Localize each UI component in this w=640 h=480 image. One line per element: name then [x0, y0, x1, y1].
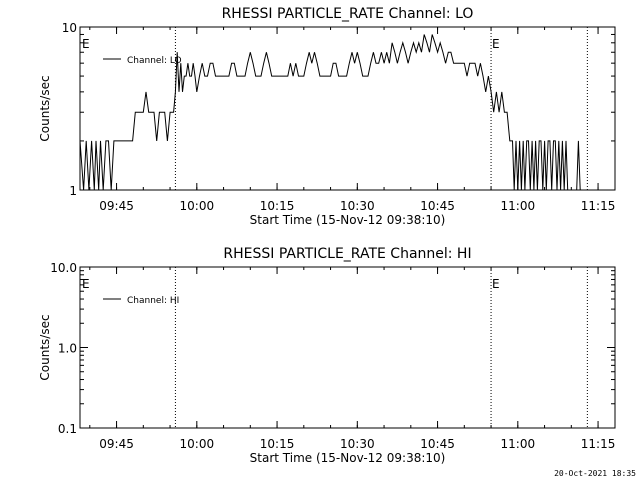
y-tick-label: 0.1: [58, 422, 77, 436]
time-marker-label: E: [492, 37, 500, 51]
x-tick-label: 10:45: [420, 199, 455, 213]
x-tick-label: 09:45: [99, 199, 134, 213]
x-tick-label: 09:45: [99, 437, 134, 451]
edge-marker-label: E: [82, 277, 90, 291]
x-tick-label: 11:15: [581, 199, 616, 213]
footer-timestamp: 20-Oct-2021 18:35: [554, 469, 636, 478]
plot-frame: [79, 266, 616, 429]
legend-entry: Channel: LO: [127, 56, 182, 66]
x-tick-label: 10:00: [180, 437, 215, 451]
series-line: [79, 34, 581, 191]
x-tick-label: 10:30: [340, 199, 375, 213]
y-axis-label: Counts/sec: [38, 314, 52, 380]
y-tick-label: 1: [69, 184, 77, 198]
x-tick-label: 10:00: [180, 199, 215, 213]
y-axis-label: Counts/sec: [38, 75, 52, 141]
legend-entry: Channel: HI: [127, 296, 179, 306]
time-marker-label: E: [492, 277, 500, 291]
plot-frame: [79, 26, 616, 191]
x-tick-label: 10:15: [260, 437, 295, 451]
x-tick-label: 10:15: [260, 199, 295, 213]
x-axis-label: Start Time (15-Nov-12 09:38:10): [250, 213, 446, 227]
x-tick-label: 10:45: [420, 437, 455, 451]
x-axis-label: Start Time (15-Nov-12 09:38:10): [250, 451, 446, 465]
x-tick-label: 11:00: [501, 199, 536, 213]
y-tick-label: 10: [62, 21, 77, 35]
y-tick-label: 1.0: [58, 342, 77, 356]
chart-title: RHESSI PARTICLE_RATE Channel: HI: [223, 246, 471, 262]
edge-marker-label: E: [82, 37, 90, 51]
x-tick-label: 11:15: [581, 437, 616, 451]
y-tick-label: 10.0: [50, 261, 77, 275]
x-tick-label: 10:30: [340, 437, 375, 451]
x-tick-label: 11:00: [501, 437, 536, 451]
chart-title: RHESSI PARTICLE_RATE Channel: LO: [222, 6, 474, 22]
